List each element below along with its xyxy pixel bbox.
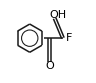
Text: OH: OH xyxy=(49,10,67,20)
Text: O: O xyxy=(45,61,54,71)
Text: F: F xyxy=(66,33,72,43)
